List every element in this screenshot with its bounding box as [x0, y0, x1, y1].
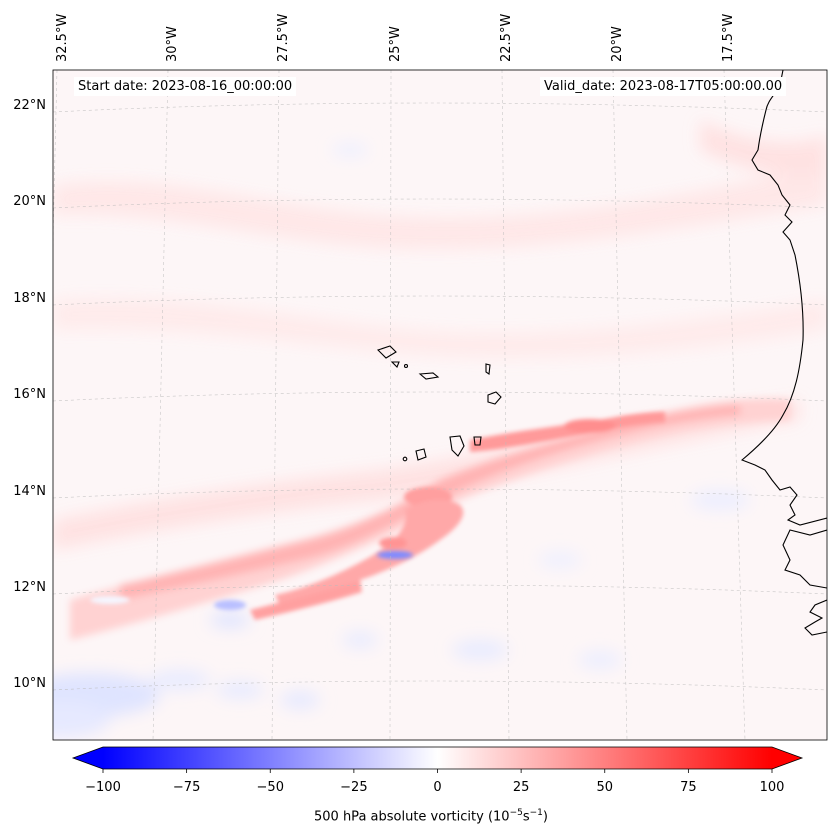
colorbar-label-mid: s [522, 809, 530, 825]
colorbar-label-close: ) [542, 809, 548, 825]
colorbar-label-text: 500 hPa absolute vorticity (10 [314, 809, 510, 825]
map-background [53, 70, 827, 740]
lat-label-18n: 18°N [13, 291, 46, 306]
coastline [740, 70, 827, 636]
colorbar-tick-label: 0 [433, 780, 442, 795]
lat-label-12n: 12°N [13, 580, 46, 595]
colorbar-label: 500 hPa absolute vorticity (10−5s−1) [314, 808, 548, 824]
colorbar-tick-label: 75 [680, 780, 697, 795]
colorbar-tick-label: 50 [596, 780, 614, 795]
colorbar-extend-min [73, 747, 103, 769]
cape-verde-islands [376, 345, 502, 462]
lat-label-14n: 14°N [13, 484, 46, 499]
lat-label-10n: 10°N [13, 676, 46, 691]
colorbar-tick-label: 25 [512, 780, 530, 795]
lat-label-22n: 22°N [13, 98, 46, 113]
lat-label-16n: 16°N [13, 387, 46, 402]
colorbar-tick-label: −25 [340, 780, 368, 795]
colorbar-tick-label: −50 [256, 780, 284, 795]
colorbar-ticks [102, 769, 773, 773]
colorbar-extend-max [772, 747, 802, 769]
colorbar-gradient [103, 747, 772, 769]
lat-label-20n: 20°N [13, 194, 46, 209]
start-date-label: Start date: 2023-08-16_00:00:00 [74, 77, 297, 96]
map-frame [52, 69, 828, 741]
colorbar-tick-label: 100 [759, 780, 785, 795]
colorbar-tick-label: −75 [172, 780, 201, 795]
colorbar [71, 746, 804, 773]
vorticity-field [53, 70, 827, 740]
graticule [53, 70, 827, 740]
valid-date-label: Valid_date: 2023-08-17T05:00:00.00 [540, 77, 787, 96]
colorbar-tick-label: −100 [85, 780, 121, 795]
colorbar-label-exp1: −5 [509, 808, 523, 818]
colorbar-label-exp2: −1 [529, 808, 543, 818]
